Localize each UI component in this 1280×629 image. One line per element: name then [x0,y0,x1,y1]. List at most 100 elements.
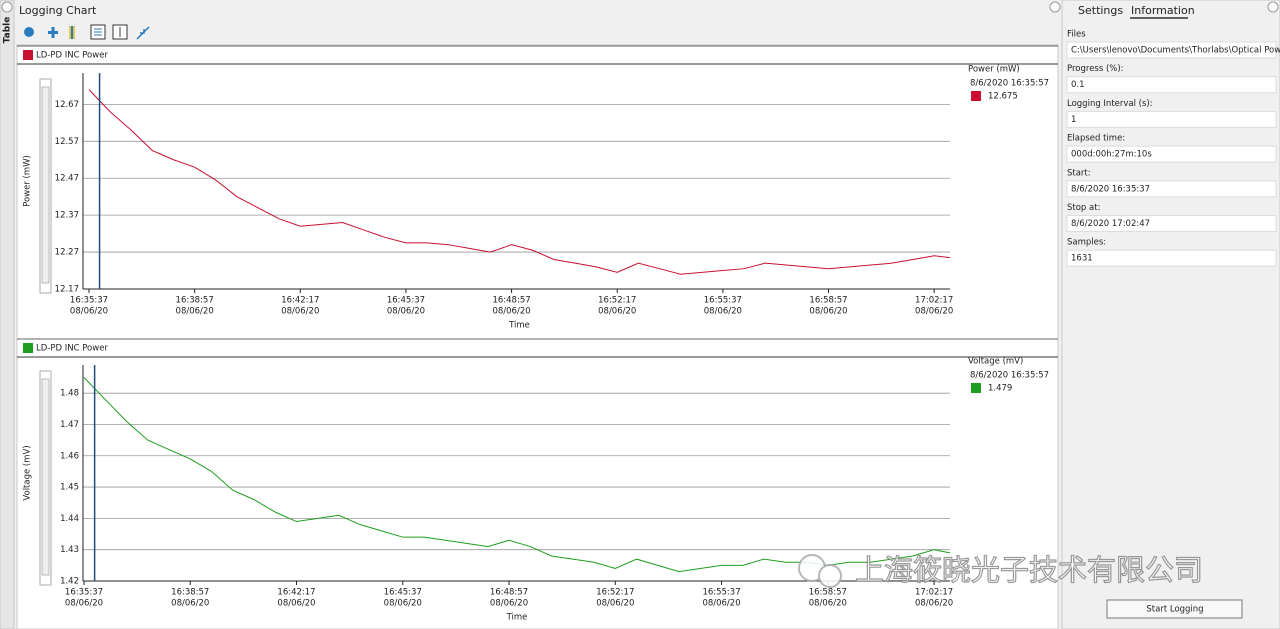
field-label: Logging Interval (s): [1067,99,1153,109]
field-value: 8/6/2020 16:35:37 [1071,184,1150,194]
x-tick-label: 16:58:57 [809,588,847,598]
scroll-thumb[interactable] [41,86,50,284]
field-value: 1 [1071,115,1076,125]
x-tick-label: 08/06/20 [65,599,103,609]
y-tick-label: 12.27 [55,248,79,258]
legend-swatch [971,91,981,101]
y-tick-label: 1.44 [60,514,79,524]
watermark-text: 上海筱晓光子技术有限公司 [855,553,1203,587]
legend-label: Power (mW) [968,65,1020,75]
header-swatch [23,50,33,60]
watermark: 上海筱晓光子技术有限公司 [798,552,1204,588]
collapse-button[interactable] [1267,1,1279,13]
settings-icon[interactable] [24,27,34,37]
x-tick-label: 16:35:37 [70,296,108,306]
field-value: C:\Users\lenovo\Documents\Thorlabs\Optic… [1071,46,1280,56]
y-tick-label: 12.57 [55,137,79,147]
field-label: Elapsed time: [1067,134,1125,144]
y-tick-label: 12.67 [55,100,79,110]
field-box [1066,76,1277,94]
y-tick-label: 1.47 [60,420,79,430]
start-button[interactable] [1106,599,1243,619]
cursor-icon[interactable] [112,24,128,40]
chart-area [16,44,1059,629]
zoom-y-icon[interactable] [69,26,75,39]
y-tick-label: 12.37 [55,211,79,221]
field-value: 8/6/2020 17:02:47 [1071,219,1150,229]
x-tick-label: 16:55:37 [702,588,740,598]
x-tick-label: 16:38:57 [176,296,214,306]
x-tick-label: 08/06/20 [702,599,740,609]
x-tick-label: 08/06/20 [387,307,425,317]
pan-icon[interactable] [48,27,58,38]
y-tick-label: 1.45 [60,483,79,493]
side-panel [1061,0,1280,629]
x-tick-label: 08/06/20 [809,307,847,317]
window-title: Logging Chart [19,4,97,17]
x-axis-label: Time [506,613,528,623]
x-tick-label: 16:58:57 [809,296,847,306]
toolbar [24,24,150,40]
y-axis-label: Voltage (mV) [23,445,33,500]
x-tick-label: 08/06/20 [281,307,319,317]
x-tick-label: 17:02:17 [915,588,953,598]
x-tick-label: 16:42:17 [277,588,315,598]
x-tick-label: 08/06/20 [176,307,214,317]
field-label: Progress (%): [1067,64,1124,74]
y-tick-label: 1.42 [60,577,79,587]
scroll-thumb[interactable] [41,378,50,576]
x-tick-label: 16:48:57 [490,588,528,598]
y-tick-label: 12.17 [55,285,79,295]
field-box [1066,110,1277,128]
x-tick-label: 16:52:17 [596,588,634,598]
x-tick-label: 08/06/20 [171,599,209,609]
x-axis-label: Time [508,321,530,331]
x-tick-label: 08/06/20 [915,599,953,609]
field-label: Samples: [1067,238,1106,248]
side-tab[interactable]: Table [3,17,13,44]
collapse-button[interactable] [1049,1,1061,13]
field-value: 000d:00h:27m:10s [1071,150,1152,160]
field-label: Start: [1067,168,1091,178]
x-tick-label: 08/06/20 [492,307,530,317]
x-tick-label: 17:02:17 [915,296,953,306]
x-tick-label: 08/06/20 [70,307,108,317]
x-tick-label: 16:48:57 [492,296,530,306]
y-tick-label: 1.43 [60,545,79,555]
x-tick-label: 16:45:37 [384,588,422,598]
x-tick-label: 16:38:57 [171,588,209,598]
y-tick-label: 1.46 [60,451,79,461]
field-label: Stop at: [1067,203,1100,213]
data-line [88,89,951,275]
fields: Files C:\Users\lenovo\Documents\Thorlabs\… [1066,30,1280,267]
cursor-time: 8/6/2020 16:35:57 [970,371,1049,381]
legend-icon[interactable] [90,24,106,40]
x-tick-label: 08/06/20 [598,307,636,317]
x-tick-label: 08/06/20 [596,599,634,609]
settings-tab[interactable]: Settings [1078,4,1123,17]
x-tick-label: 16:42:17 [281,296,319,306]
autoscale-icon[interactable] [136,26,150,40]
field-box [1066,215,1277,232]
x-tick-label: 08/06/20 [490,599,528,609]
x-tick-label: 16:55:37 [704,296,742,306]
information-tab[interactable]: Information [1131,4,1195,17]
field-value: 1631 [1071,254,1093,264]
cursor-value: 12.675 [988,92,1018,102]
side-strip [0,0,15,629]
legend-label: Voltage (mV) [968,357,1023,367]
field-box [1066,145,1277,163]
header-swatch [23,343,33,353]
x-tick-label: 08/06/20 [704,307,742,317]
field-value: 0.1 [1071,80,1085,90]
chart-title: LD-PD INC Power [36,51,108,61]
y-tick-label: 1.48 [60,389,79,399]
y-tick-label: 12.47 [55,174,79,184]
start-button-label[interactable]: Start Logging [1146,605,1203,615]
y-axis-label: Power (mW) [23,155,33,207]
collapse-button[interactable] [1,1,13,13]
x-tick-label: 16:35:37 [65,588,103,598]
x-tick-label: 16:45:37 [387,296,425,306]
